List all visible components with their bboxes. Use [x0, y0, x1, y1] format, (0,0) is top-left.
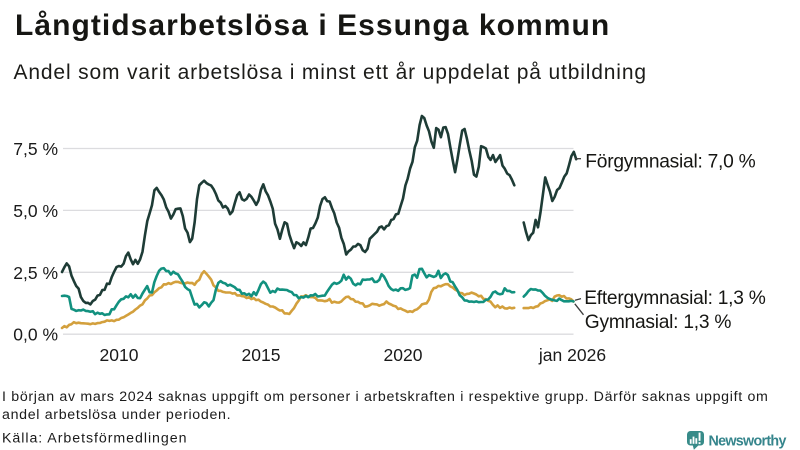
svg-text:7,5 %: 7,5 %	[13, 139, 58, 159]
svg-text:jan 2026: jan 2026	[538, 345, 606, 365]
svg-text:2015: 2015	[242, 345, 281, 365]
svg-text:andel arbetslösa under periode: andel arbetslösa under perioden.	[2, 407, 231, 423]
svg-text:Förgymnasial: 7,0 %: Förgymnasial: 7,0 %	[585, 152, 755, 173]
svg-text:2,5 %: 2,5 %	[13, 263, 58, 283]
svg-text:2010: 2010	[100, 345, 139, 365]
svg-text:Eftergymnasial: 1,3 %: Eftergymnasial: 1,3 %	[584, 288, 766, 309]
svg-text:I början av mars 2024 saknas u: I början av mars 2024 saknas uppgift om …	[2, 389, 769, 405]
svg-text:Andel som varit arbetslösa i m: Andel som varit arbetslösa i minst ett å…	[14, 61, 647, 84]
svg-text:5,0 %: 5,0 %	[13, 201, 58, 221]
svg-text:Newsworthy: Newsworthy	[709, 433, 787, 449]
svg-text:2020: 2020	[384, 345, 423, 365]
svg-text:Långtidsarbetslösa i Essunga k: Långtidsarbetslösa i Essunga kommun	[15, 9, 610, 42]
svg-text:0,0 %: 0,0 %	[13, 325, 58, 345]
svg-text:Gymnasial: 1,3 %: Gymnasial: 1,3 %	[585, 312, 732, 333]
svg-text:Källa: Arbetsförmedlingen: Källa: Arbetsförmedlingen	[2, 431, 187, 447]
